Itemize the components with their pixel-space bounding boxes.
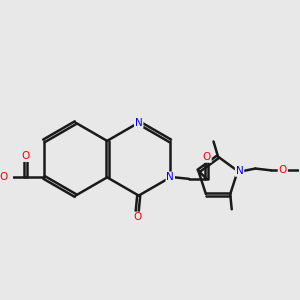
- Text: N: N: [236, 166, 243, 176]
- Text: O: O: [279, 165, 287, 176]
- Text: N: N: [167, 172, 174, 182]
- Text: N: N: [135, 118, 142, 128]
- Text: O: O: [0, 172, 8, 182]
- Text: O: O: [133, 212, 141, 223]
- Text: O: O: [202, 152, 211, 162]
- Text: O: O: [21, 151, 29, 161]
